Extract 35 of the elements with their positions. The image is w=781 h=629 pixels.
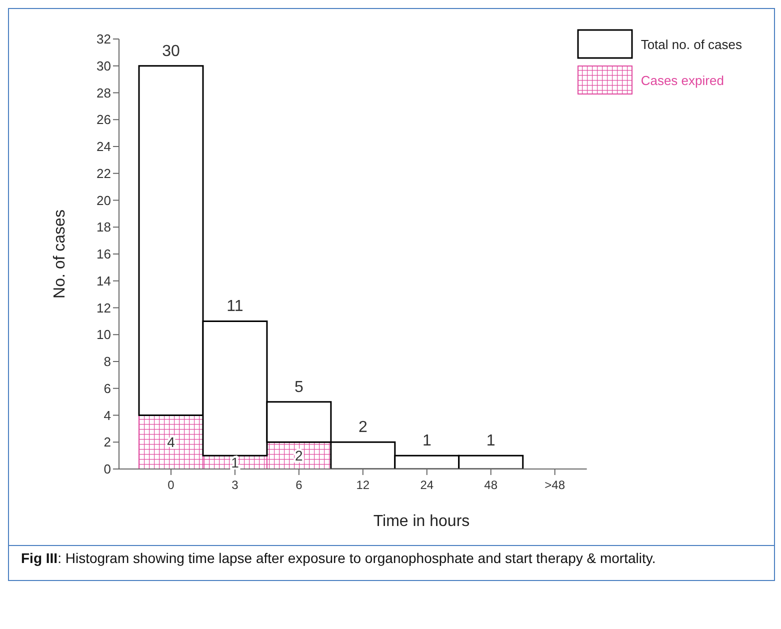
total-label: 2 (358, 419, 368, 436)
y-tick-label: 24 (96, 139, 111, 154)
y-tick-label: 12 (96, 300, 111, 316)
y-tick-label: 28 (96, 85, 111, 100)
x-tick-label: 24 (420, 478, 434, 492)
y-tick-label: 14 (96, 273, 111, 288)
x-axis-title: Time in hours (372, 512, 471, 532)
y-tick-label: 6 (104, 380, 111, 396)
y-tick-label: 2 (104, 434, 111, 450)
y-tick-label: 18 (96, 220, 111, 235)
y-tick-label: 0 (104, 462, 111, 477)
x-tick-label: 0 (168, 478, 175, 492)
total-label: 11 (226, 298, 244, 316)
total-label: 30 (162, 42, 180, 60)
total-label: 1 (422, 432, 432, 450)
total-label: 5 (294, 378, 304, 396)
y-tick-label: 10 (96, 327, 111, 342)
total-label: 1 (486, 432, 496, 450)
x-tick-label: 12 (356, 478, 370, 492)
y-tick-label: 22 (96, 166, 111, 181)
y-tick-label: 20 (96, 192, 111, 208)
y-tick-label: 30 (96, 58, 111, 74)
y-tick-label: 26 (96, 112, 111, 128)
y-axis-title: No. of cases (52, 210, 69, 298)
legend-label: Total no. of cases (640, 36, 742, 52)
x-tick-label: >48 (544, 478, 566, 492)
legend-label: Cases expired (640, 72, 724, 88)
x-tick-label: 6 (296, 478, 303, 492)
y-tick-label: 4 (104, 408, 111, 423)
y-tick-label: 8 (104, 354, 111, 370)
text: Fig III: Histogram showing time lapse after exposure to organophosphate and start therapy & mortality. (9, 545, 774, 580)
y-tick-label: 32 (96, 32, 111, 47)
x-tick-label: 48 (484, 478, 498, 492)
x-tick-label: 3 (232, 478, 239, 492)
y-tick-label: 16 (96, 246, 111, 262)
